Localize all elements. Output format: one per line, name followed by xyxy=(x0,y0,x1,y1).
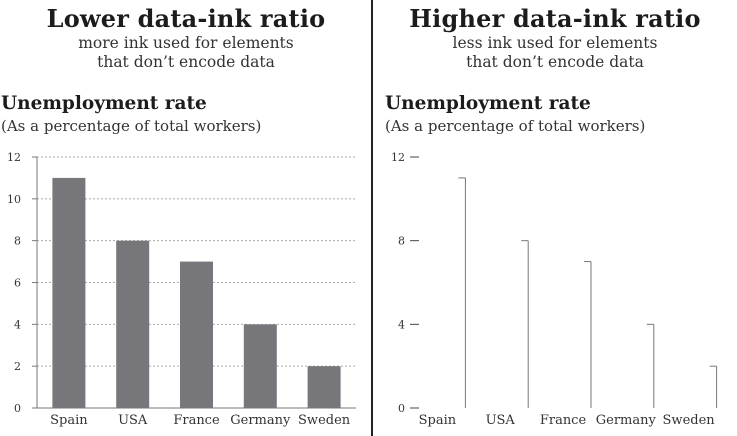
panel-lower-data-ink: Lower data-ink ratio more ink used for e… xyxy=(1,4,356,428)
y-tick-label: 6 xyxy=(14,277,21,290)
y-tick-label: 0 xyxy=(398,402,405,415)
y-tick-label: 2 xyxy=(14,360,21,373)
y-tick-label: 4 xyxy=(398,318,405,331)
x-tick-label: France xyxy=(173,413,220,428)
bar xyxy=(307,366,341,408)
bar xyxy=(52,177,86,408)
panel-subheading-line-1: less ink used for elements xyxy=(452,34,658,52)
x-tick-label: France xyxy=(540,413,587,428)
panel-heading: Lower data-ink ratio xyxy=(46,4,326,33)
chart-subtitle: (As a percentage of total workers) xyxy=(385,117,646,135)
panel-higher-data-ink: Higher data-ink ratio less ink used for … xyxy=(373,0,737,436)
bar xyxy=(180,261,213,408)
x-tick-label: Germany xyxy=(230,413,291,428)
y-tick-label: 8 xyxy=(398,235,405,248)
panel-subheading-line-2: that don’t encode data xyxy=(466,53,644,71)
x-tick-label: Spain xyxy=(419,413,457,428)
x-tick-label: Spain xyxy=(50,413,88,428)
y-tick-label: 4 xyxy=(14,318,21,331)
y-tick-label: 12 xyxy=(391,151,405,164)
bar xyxy=(116,240,150,408)
panel-heading: Higher data-ink ratio xyxy=(409,4,701,33)
chart-title: Unemployment rate xyxy=(385,93,591,114)
x-tick-label: Germany xyxy=(596,413,657,428)
y-tick-label: 8 xyxy=(14,235,21,248)
panel-subheading-line-1: more ink used for elements xyxy=(78,34,294,52)
x-tick-label: Sweden xyxy=(298,413,351,428)
chart-title: Unemployment rate xyxy=(1,93,207,114)
bar-chart-higher-data-ink: 0 4 8 12 Spain USA France Germany Sweden xyxy=(391,151,718,428)
y-tick-label: 12 xyxy=(7,151,21,164)
bar-chart-lower-data-ink: 0 2 4 6 8 10 12 Spain USA France Germany Sweden xyxy=(7,151,356,428)
chart-subtitle: (As a percentage of total workers) xyxy=(1,117,262,135)
y-tick-label: 10 xyxy=(7,193,21,206)
bar xyxy=(243,324,277,408)
x-tick-label: USA xyxy=(118,413,148,428)
panel-divider xyxy=(371,0,373,436)
x-tick-label: Sweden xyxy=(663,413,716,428)
panel-subheading-line-2: that don’t encode data xyxy=(97,53,275,71)
y-tick-label: 0 xyxy=(14,402,21,415)
x-tick-label: USA xyxy=(486,413,516,428)
